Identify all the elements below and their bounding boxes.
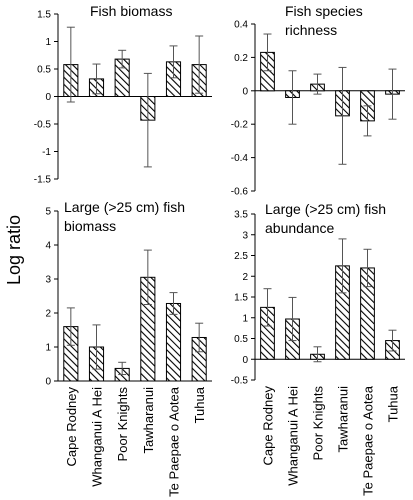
y-tick-label: 0	[242, 86, 248, 97]
category-label: Cape Rodney	[64, 387, 79, 467]
category-label: Poor Knights	[311, 386, 326, 461]
y-tick-label: -0.2	[231, 120, 249, 131]
y-tick-label: -0.5	[231, 376, 249, 387]
category-label: Tawharanui	[336, 386, 351, 453]
y-tick-label: 3.5	[234, 210, 248, 221]
y-tick-label: 1	[45, 37, 51, 48]
y-tick-label: -1	[42, 147, 51, 158]
category-label: Whanganui A Hei	[90, 387, 105, 487]
panels: 1.5 1 0.5 0 -0.5 -1 -1.5 Fish biomass 0.4 0.2 0 -0.…	[34, 3, 405, 497]
category-label: Whanganui A Hei	[286, 386, 301, 486]
y-tick-label: 0.4	[234, 20, 248, 31]
y-axis-label: Log ratio	[4, 215, 24, 285]
y-tick-label: 3	[242, 230, 248, 241]
panel-title: biomass	[64, 218, 116, 234]
category-label: Te Paepae o Aotea	[167, 386, 182, 497]
y-tick-label: 0	[45, 377, 51, 388]
y-tick-label: 0.2	[234, 53, 248, 64]
category-label: Tawharanui	[141, 387, 156, 454]
y-tick-label: 0.5	[37, 65, 51, 76]
y-tick-label: 0	[242, 355, 248, 366]
y-tick-label: 0	[45, 92, 51, 103]
y-tick-label: 2	[45, 309, 51, 320]
y-tick-label: 2	[242, 272, 248, 283]
y-tick-label: -1.5	[34, 175, 52, 186]
y-tick-label: 1.5	[37, 10, 51, 21]
panel-title: richness	[285, 22, 337, 38]
y-tick-label: -0.6	[231, 187, 249, 198]
panel-title: Fish species	[285, 3, 363, 19]
y-tick-label: -0.5	[34, 120, 52, 131]
panel-1: 1.5 1 0.5 0 -0.5 -1 -1.5 Fish biomass	[34, 3, 212, 186]
bar-te-paepae-o-aotea	[165, 302, 182, 382]
panel-4: 3.5 3 2.5 2 1.5 1 0.5 0 -0.5 Cape Rodney Whanganui…	[231, 201, 405, 496]
category-label: Cape Rodney	[261, 386, 276, 466]
y-tick-label: 1.5	[234, 293, 248, 304]
category-label: Tuhua	[386, 385, 401, 422]
category-label: Poor Knights	[115, 387, 130, 462]
y-tick-label: 1	[45, 343, 51, 354]
panel-title: Fish biomass	[90, 3, 172, 19]
category-label: Tuhua	[192, 386, 207, 423]
y-tick-label: 1	[242, 313, 248, 324]
panel-3: 5 4 3 2 1 0 Cape Rodney Whanganui A Hei Poor Kni…	[45, 199, 212, 497]
y-tick-label: 3	[45, 275, 51, 286]
y-tick-label: 2.5	[234, 251, 248, 262]
panel-title: Large (>25 cm) fish	[265, 201, 386, 217]
panel-title: Large (>25 cm) fish	[64, 199, 185, 215]
panel-2: 0.4 0.2 0 -0.2 -0.4 -0.6 Fish species richness	[231, 3, 405, 198]
y-tick-label: 4	[45, 241, 51, 252]
category-label: Te Paepae o Aotea	[361, 385, 376, 496]
y-tick-label: -0.4	[231, 153, 249, 164]
y-tick-label: 0.5	[234, 334, 248, 345]
y-tick-label: 5	[45, 207, 51, 218]
panel-title: abundance	[265, 220, 335, 236]
